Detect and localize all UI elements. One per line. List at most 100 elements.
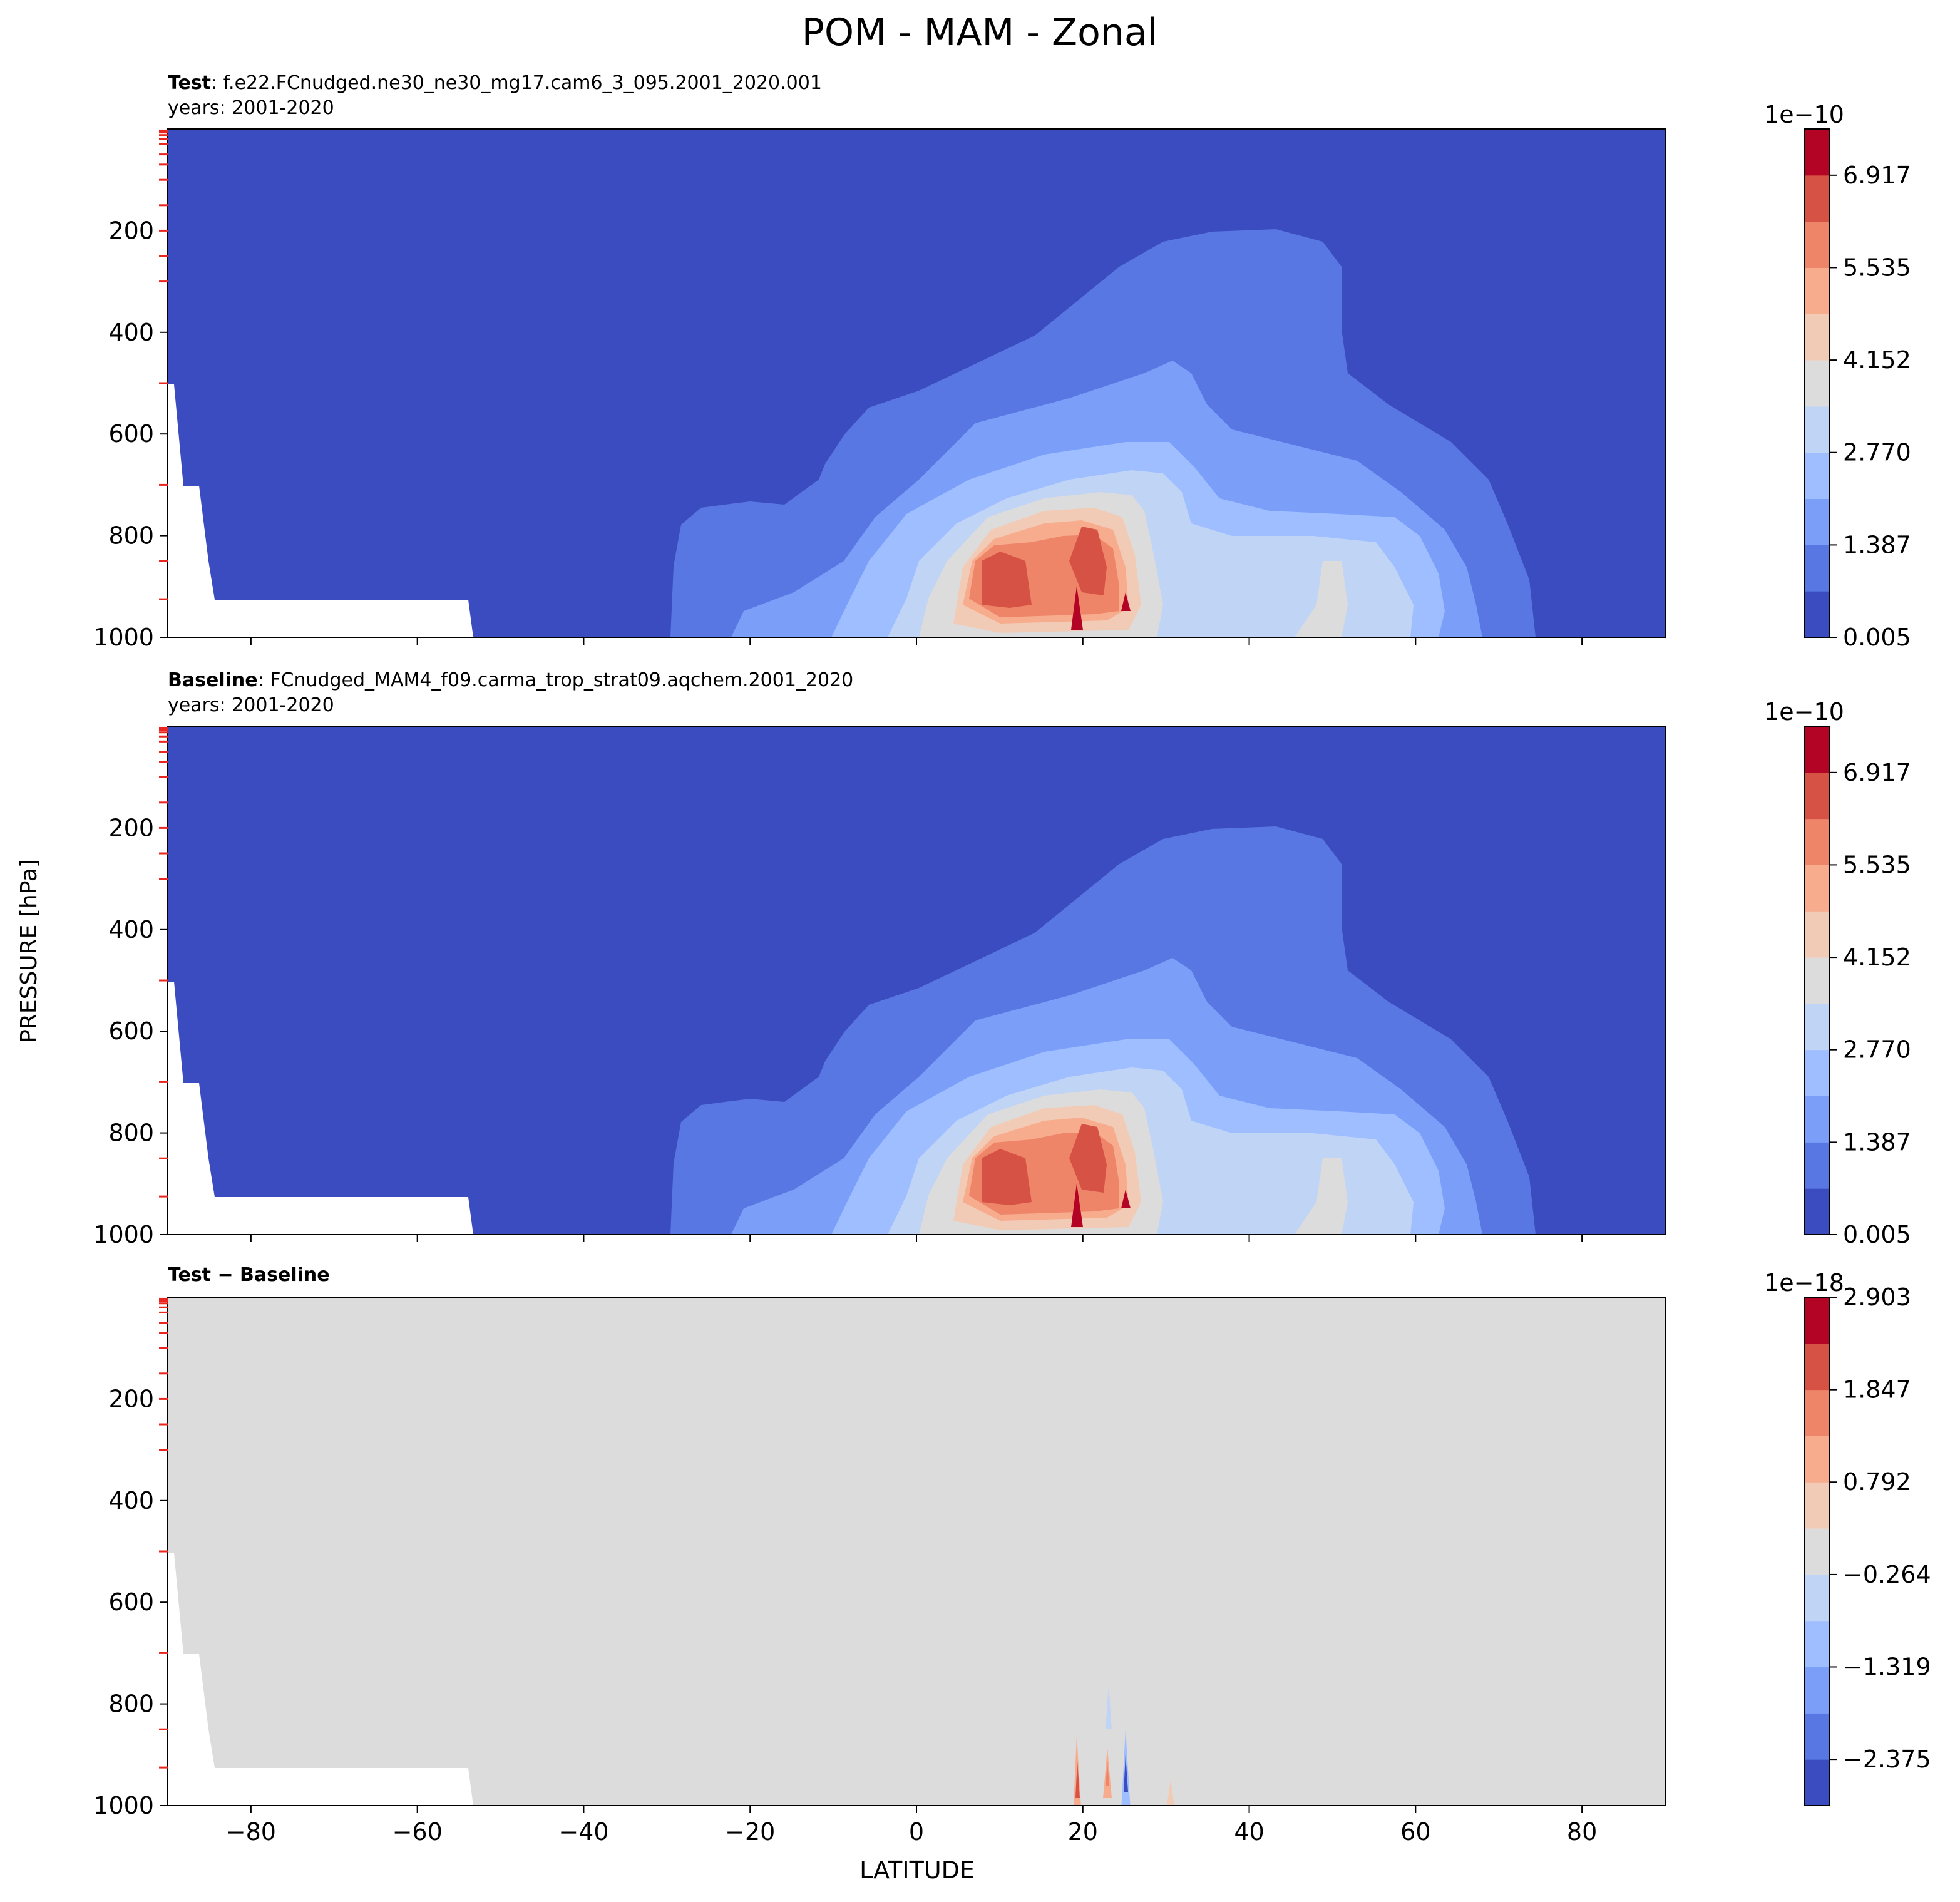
x-tick-label: 60 — [1400, 1818, 1430, 1846]
colorbar-test-frame — [1804, 128, 1830, 638]
colorbar-tick-label: 2.770 — [1843, 1036, 1911, 1064]
y-tick-label: 200 — [108, 814, 154, 841]
colorbar-difference: 1e−18 2.903 1.847 0.792 −0.264 −1.319 −2.375 — [1764, 1269, 1931, 1806]
colorbar-difference-ticks: 2.903 1.847 0.792 −0.264 −1.319 −2.375 — [1829, 1283, 1931, 1773]
panel-baseline: Baseline: FCnudged_MAM4_f09.carma_trop_s… — [93, 669, 1666, 1248]
y-tick-label: 800 — [108, 1690, 154, 1718]
x-tick-label: −20 — [725, 1818, 775, 1846]
contour-level-10b — [1121, 1190, 1131, 1208]
y-tick-label: 1000 — [93, 1792, 154, 1819]
colorbar-tick-label: 0.005 — [1843, 1221, 1911, 1248]
colorbar-segment — [1804, 957, 1829, 1004]
colorbar-segment — [1804, 1003, 1829, 1051]
contour-level-9 — [982, 1149, 1032, 1205]
colorbar-tick-label: 0.005 — [1843, 624, 1911, 651]
colorbar-segment — [1804, 1759, 1829, 1806]
colorbar-segment — [1804, 129, 1829, 176]
terrain-mask-shape — [168, 384, 473, 637]
colorbar-segment — [1804, 1142, 1829, 1189]
y-tick-label: 400 — [108, 1487, 154, 1514]
panel-baseline-label: Baseline: FCnudged_MAM4_f09.carma_trop_s… — [168, 669, 853, 691]
panel-difference-label: Test − Baseline — [168, 1264, 330, 1286]
colorbar-tick-label: 4.152 — [1843, 346, 1911, 374]
panel-difference-label-bold: Test − Baseline — [168, 1264, 330, 1286]
colorbar-segment — [1804, 1620, 1829, 1668]
colorbar-difference-exponent: 1e−18 — [1764, 1269, 1844, 1297]
panel-test-years: years: 2001-2020 — [168, 97, 334, 119]
colorbar-segment — [1804, 1096, 1829, 1143]
colorbar-segment — [1804, 1528, 1829, 1575]
colorbar-tick-label: 6.917 — [1843, 759, 1911, 786]
colorbar-segment — [1804, 1188, 1829, 1235]
colorbar-test-ticks: 6.917 5.535 4.152 2.770 1.387 0.005 — [1829, 162, 1911, 651]
y-tick-label: 400 — [108, 916, 154, 943]
colorbar-baseline-ticks: 6.917 5.535 4.152 2.770 1.387 0.005 — [1829, 759, 1911, 1248]
colorbar-difference-fill — [1804, 1297, 1829, 1806]
colorbar-tick-label: −1.319 — [1843, 1653, 1931, 1680]
x-tick-label: −40 — [558, 1818, 608, 1846]
x-tick-label: 0 — [909, 1818, 924, 1846]
colorbar-segment — [1804, 1389, 1829, 1436]
colorbar-segment — [1804, 591, 1829, 638]
colorbar-segment — [1804, 1297, 1829, 1344]
figure-title: POM - MAM - Zonal — [802, 11, 1158, 54]
contour-level-10b — [1121, 592, 1131, 611]
contour-background — [168, 1297, 1665, 1806]
panel-test-label: Test: f.e22.FCnudged.ne30_ne30_mg17.cam6… — [168, 72, 822, 94]
anomaly-neg-1-core — [1124, 1754, 1128, 1792]
terrain-mask-shape — [168, 1553, 473, 1806]
colorbar-tick-label: 2.770 — [1843, 439, 1911, 466]
colorbar-segment — [1804, 1049, 1829, 1097]
colorbar-segment — [1804, 1667, 1829, 1714]
y-tick-label: 800 — [108, 1119, 154, 1147]
colorbar-segment — [1804, 726, 1829, 773]
contour-level-9b — [1069, 1124, 1107, 1193]
colorbar-segment — [1804, 818, 1829, 865]
y-tick-label: 200 — [108, 217, 154, 244]
panel-baseline-label-bold: Baseline — [168, 669, 258, 691]
colorbar-segment — [1804, 1343, 1829, 1391]
colorbar-tick-label: 5.535 — [1843, 851, 1911, 878]
colorbar-tick-label: 1.387 — [1843, 1128, 1911, 1156]
colorbar-segment — [1804, 221, 1829, 268]
contour-level-5b — [1295, 1158, 1348, 1235]
axes-difference: 200 400 600 800 1000 −80 −60 −40 −20 0 20 40 60 80 — [93, 1297, 1597, 1846]
colorbar-baseline: 1e−10 6.917 5.535 4.152 2.770 1.387 0.005 — [1764, 698, 1911, 1248]
x-tick-label: 80 — [1567, 1818, 1597, 1846]
colorbar-segment — [1804, 406, 1829, 453]
terrain-mask-shape — [168, 982, 473, 1235]
y-tick-label: 400 — [108, 319, 154, 346]
colorbar-segment — [1804, 1574, 1829, 1622]
colorbar-tick-label: 1.387 — [1843, 531, 1911, 558]
anomaly-pos-1-core — [1075, 1761, 1080, 1798]
panel-baseline-years: years: 2001-2020 — [168, 694, 334, 716]
colorbar-segment — [1804, 865, 1829, 912]
y-tick-label: 600 — [108, 1588, 154, 1616]
colorbar-baseline-fill — [1804, 726, 1829, 1235]
panel-test: Test: f.e22.FCnudged.ne30_ne30_mg17.cam6… — [93, 72, 1666, 651]
colorbar-baseline-exponent: 1e−10 — [1764, 698, 1844, 726]
anomaly-pos-3 — [1167, 1779, 1174, 1806]
colorbar-segment — [1804, 360, 1829, 407]
axes-baseline: 200 400 600 800 1000 — [93, 726, 1583, 1248]
colorbar-segment — [1804, 545, 1829, 592]
colorbar-tick-label: −0.264 — [1843, 1561, 1931, 1588]
colorbar-segment — [1804, 1482, 1829, 1529]
y-tick-label: 800 — [108, 522, 154, 550]
anomaly-neg-small — [1106, 1685, 1112, 1729]
colorbar-segment — [1804, 911, 1829, 958]
contour-level-10 — [1071, 586, 1083, 630]
colorbar-segment — [1804, 772, 1829, 820]
colorbar-segment — [1804, 175, 1829, 222]
anomaly-pos-2-core — [1106, 1761, 1109, 1786]
panel-test-plot: 200 400 600 800 1000 — [93, 128, 1666, 651]
colorbar-tick-label: −2.375 — [1843, 1745, 1931, 1773]
colorbar-test-fill — [1804, 129, 1829, 638]
panel-difference-plot: 200 400 600 800 1000 −80 −60 −40 −20 0 20 40 60 80 — [93, 1297, 1666, 1846]
colorbar-tick-label: 4.152 — [1843, 943, 1911, 971]
y-tick-label: 200 — [108, 1385, 154, 1412]
x-axis-label: LATITUDE — [859, 1856, 975, 1884]
panel-test-label-case: : f.e22.FCnudged.ne30_ne30_mg17.cam6_3_0… — [211, 72, 822, 94]
